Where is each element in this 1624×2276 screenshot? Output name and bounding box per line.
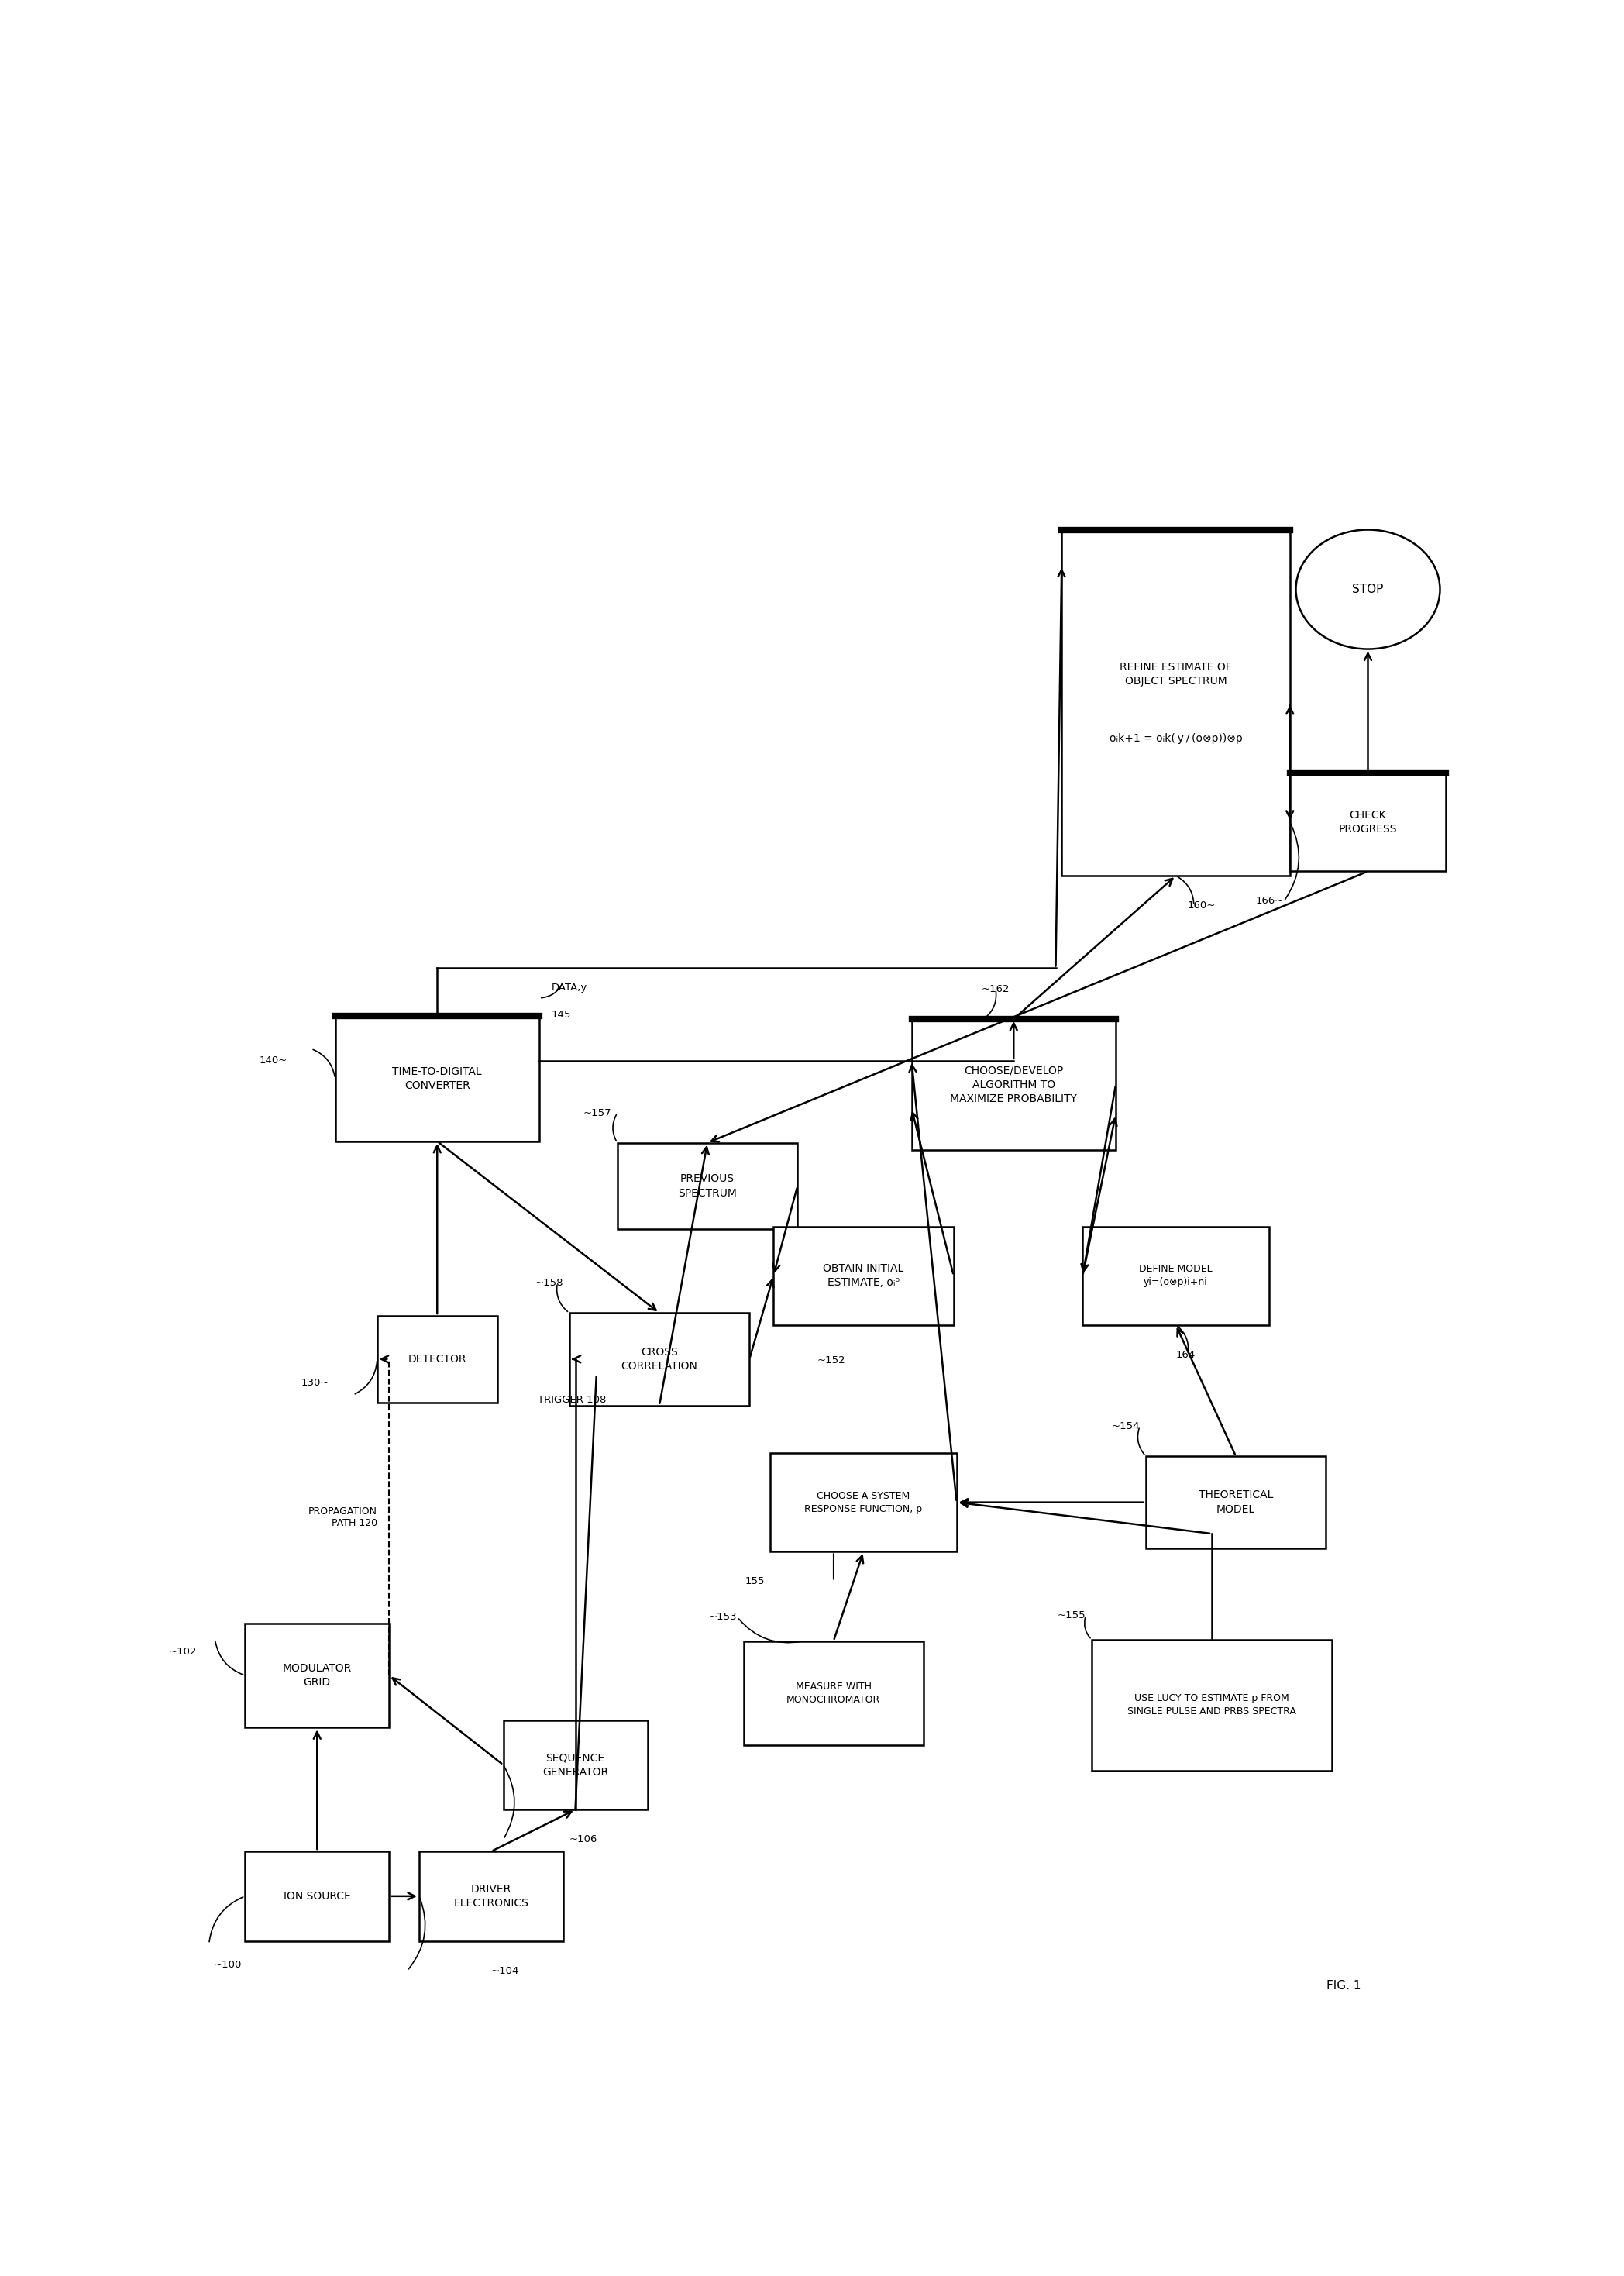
Text: CHECK
PROGRESS: CHECK PROGRESS <box>1338 810 1397 835</box>
Bar <box>770 1452 957 1552</box>
Text: STOP: STOP <box>1353 583 1384 596</box>
Text: USE LUCY TO ESTIMATE p FROM
SINGLE PULSE AND PRBS SPECTRA: USE LUCY TO ESTIMATE p FROM SINGLE PULSE… <box>1127 1693 1296 1716</box>
Text: ~154: ~154 <box>1111 1420 1140 1432</box>
Bar <box>744 1641 924 1746</box>
Text: 145: 145 <box>551 1011 572 1020</box>
Text: ~158: ~158 <box>534 1279 564 1288</box>
Bar <box>1147 1457 1325 1548</box>
Text: FIG. 1: FIG. 1 <box>1327 1980 1361 1992</box>
Text: 130~: 130~ <box>300 1377 330 1388</box>
Bar <box>773 1227 953 1325</box>
Text: MODULATOR
GRID: MODULATOR GRID <box>283 1664 352 1689</box>
Text: DATA,y: DATA,y <box>551 983 588 992</box>
Text: TRIGGER 108: TRIGGER 108 <box>538 1395 606 1404</box>
Text: 160~: 160~ <box>1187 901 1216 910</box>
Bar <box>245 1850 390 1941</box>
Text: ION SOURCE: ION SOURCE <box>284 1891 351 1900</box>
Text: ~153: ~153 <box>710 1611 737 1623</box>
Text: ~162: ~162 <box>981 983 1010 995</box>
Bar <box>377 1316 497 1402</box>
Bar <box>1289 774 1445 872</box>
Bar <box>419 1850 564 1941</box>
Text: 164: 164 <box>1176 1350 1195 1359</box>
Text: 140~: 140~ <box>258 1056 287 1065</box>
Text: ~104: ~104 <box>490 1966 520 1976</box>
Bar <box>1062 530 1289 876</box>
Bar <box>1083 1227 1268 1325</box>
Bar <box>911 1020 1116 1149</box>
Bar <box>1091 1639 1332 1771</box>
Bar <box>335 1015 539 1140</box>
Bar <box>245 1623 390 1727</box>
Bar <box>570 1313 749 1404</box>
Text: ~102: ~102 <box>169 1646 197 1657</box>
Text: 166~: 166~ <box>1255 897 1285 906</box>
Text: CHOOSE A SYSTEM
RESPONSE FUNCTION, p: CHOOSE A SYSTEM RESPONSE FUNCTION, p <box>804 1491 922 1514</box>
Text: 155: 155 <box>745 1577 765 1586</box>
Text: PREVIOUS
SPECTRUM: PREVIOUS SPECTRUM <box>677 1174 737 1199</box>
Text: ~155: ~155 <box>1057 1611 1086 1621</box>
Text: CROSS
CORRELATION: CROSS CORRELATION <box>620 1347 698 1372</box>
Text: SEQUENCE
GENERATOR: SEQUENCE GENERATOR <box>542 1753 609 1778</box>
Text: CHOOSE/DEVELOP
ALGORITHM TO
MAXIMIZE PROBABILITY: CHOOSE/DEVELOP ALGORITHM TO MAXIMIZE PRO… <box>950 1065 1077 1104</box>
Text: DEFINE MODEL
yi=(o⊗p)i+ni: DEFINE MODEL yi=(o⊗p)i+ni <box>1138 1263 1213 1288</box>
Text: TIME-TO-DIGITAL
CONVERTER: TIME-TO-DIGITAL CONVERTER <box>393 1065 482 1090</box>
Text: ~100: ~100 <box>214 1960 242 1969</box>
Ellipse shape <box>1296 530 1440 649</box>
Bar <box>617 1143 797 1229</box>
Bar <box>503 1721 648 1809</box>
Text: OBTAIN INITIAL
ESTIMATE, oᵢ⁰: OBTAIN INITIAL ESTIMATE, oᵢ⁰ <box>823 1263 905 1288</box>
Text: DETECTOR: DETECTOR <box>408 1354 466 1366</box>
Text: ~106: ~106 <box>570 1834 598 1844</box>
Text: DRIVER
ELECTRONICS: DRIVER ELECTRONICS <box>453 1885 529 1910</box>
Text: REFINE ESTIMATE OF
OBJECT SPECTRUM



oᵢk+1 = oᵢk( y / (o⊗p))⊗p: REFINE ESTIMATE OF OBJECT SPECTRUM oᵢk+1… <box>1109 662 1242 744</box>
Text: ~157: ~157 <box>583 1108 611 1118</box>
Text: ~152: ~152 <box>817 1356 846 1366</box>
Text: PROPAGATION
PATH 120: PROPAGATION PATH 120 <box>309 1507 377 1527</box>
Text: THEORETICAL
MODEL: THEORETICAL MODEL <box>1199 1491 1273 1516</box>
Text: MEASURE WITH
MONOCHROMATOR: MEASURE WITH MONOCHROMATOR <box>786 1682 880 1705</box>
